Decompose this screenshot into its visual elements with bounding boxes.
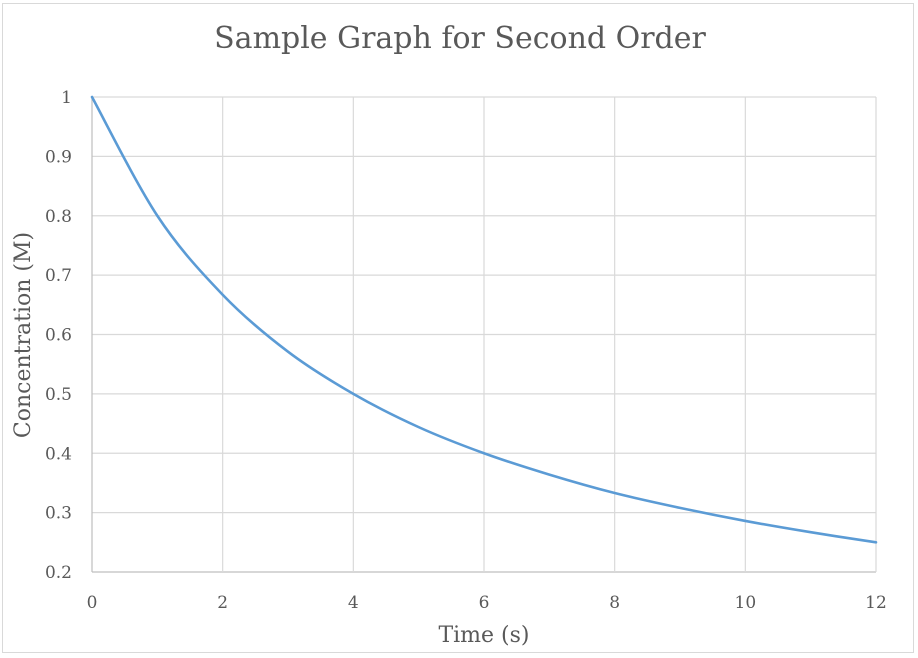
data-series-line [90,95,878,544]
y-tick-label: 1 [61,88,72,108]
y-tick-label: 0.7 [45,266,72,286]
y-tick-label: 0.6 [45,326,72,346]
y-tick-label: 0.8 [45,207,72,227]
y-tick-label: 0.3 [45,504,72,524]
y-tick-label: 0.5 [45,385,72,405]
gridlines [91,96,877,573]
y-tick-label: 0.4 [45,444,72,464]
x-tick-label: 10 [735,593,757,613]
x-tick-label: 6 [479,593,490,613]
x-tick-label: 12 [865,593,887,613]
chart-frame[interactable] [2,3,914,653]
x-tick-label: 4 [348,593,359,613]
y-tick-label: 0.2 [45,563,72,583]
y-tick-label: 0.9 [45,147,72,167]
x-axis-ticks: 0 2 4 6 8 10 12 [87,593,887,613]
x-axis-label: Time (s) [438,623,529,648]
y-axis-label: Concentration (M) [11,232,36,438]
x-tick-label: 8 [609,593,620,613]
y-axis-ticks: 0.2 0.3 0.4 0.5 0.6 0.7 0.8 0.9 1 [45,88,72,583]
x-tick-label: 2 [217,593,228,613]
x-tick-label: 0 [87,593,98,613]
chart-title: Sample Graph for Second Order [214,21,706,56]
